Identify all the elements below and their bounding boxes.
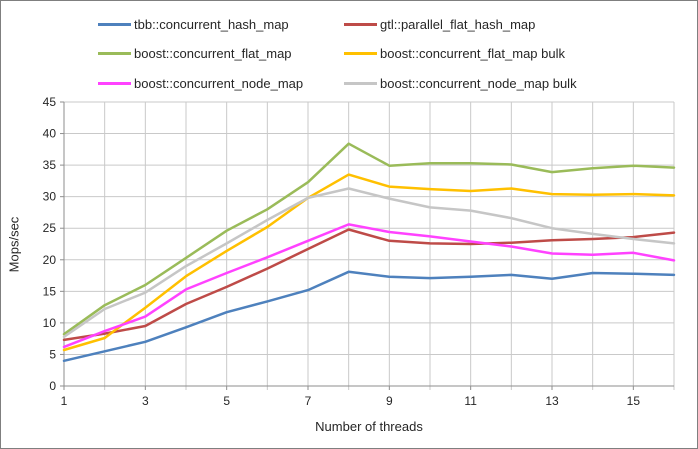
x-tick-label: 7	[305, 394, 312, 408]
legend-item: boost::concurrent_flat_map bulk	[344, 45, 565, 63]
legend-swatch	[344, 81, 377, 85]
legend-item: boost::concurrent_node_map bulk	[344, 74, 577, 92]
y-tick-label: 15	[43, 284, 57, 298]
y-gridlines: 0 5 10 15 20 25 30 35 40 45	[43, 95, 674, 393]
x-tick-label: 1	[61, 394, 68, 408]
x-gridlines: 1 3 5 7 9 11 13 15	[61, 102, 675, 408]
chart-legend: tbb::concurrent_hash_map gtl::parallel_fl…	[1, 1, 697, 101]
x-tick-label: 11	[464, 394, 477, 408]
x-tick-label: 3	[142, 394, 149, 408]
series-line-gtl-parallel-flat-hash-map	[62, 228, 676, 342]
legend-item: tbb::concurrent_hash_map	[98, 15, 289, 33]
legend-label: boost::concurrent_node_map bulk	[380, 75, 577, 91]
y-tick-label: 25	[43, 221, 57, 235]
y-tick-label: 20	[43, 253, 57, 267]
legend-swatch	[98, 52, 131, 55]
x-tick-label: 5	[223, 394, 230, 408]
y-tick-label: 40	[43, 127, 57, 141]
y-tick-label: 10	[43, 316, 57, 330]
y-tick-label: 30	[43, 190, 57, 204]
legend-label: tbb::concurrent_hash_map	[134, 16, 289, 32]
x-axis-title: Number of threads	[315, 419, 423, 434]
legend-label: boost::concurrent_flat_map bulk	[380, 46, 565, 61]
series-line-boost-concurrent-node-map	[62, 223, 676, 349]
series-line-tbb-concurrent-hash-map	[62, 270, 676, 363]
x-tick-label: 13	[545, 394, 559, 408]
y-axis-title: Mops/sec	[6, 216, 22, 273]
legend-item: boost::concurrent_node_map	[98, 74, 303, 92]
x-tick-label: 15	[627, 394, 641, 408]
legend-label: boost::concurrent_node_map	[134, 75, 304, 91]
legend-item: gtl::parallel_flat_hash_map	[344, 15, 535, 33]
legend-item: boost::concurrent_flat_map	[98, 45, 292, 63]
series-line-boost-concurrent-flat-map	[62, 142, 676, 336]
x-tick-label: 9	[386, 394, 393, 408]
y-tick-label: 45	[43, 95, 57, 109]
axes	[63, 102, 674, 387]
y-tick-label: 5	[49, 347, 56, 361]
y-tick-label: 35	[43, 158, 57, 172]
legend-label: boost::concurrent_flat_map	[134, 46, 292, 61]
y-tick-label: 0	[49, 379, 56, 393]
legend-swatch	[344, 52, 377, 55]
series-line-boost-concurrent-flat-map-bulk	[62, 173, 676, 352]
legend-swatch	[344, 22, 377, 26]
series-line-boost-concurrent-node-map-bulk	[62, 187, 676, 339]
legend-swatch	[98, 81, 131, 85]
legend-swatch	[98, 22, 131, 26]
legend-label: gtl::parallel_flat_hash_map	[380, 16, 536, 32]
